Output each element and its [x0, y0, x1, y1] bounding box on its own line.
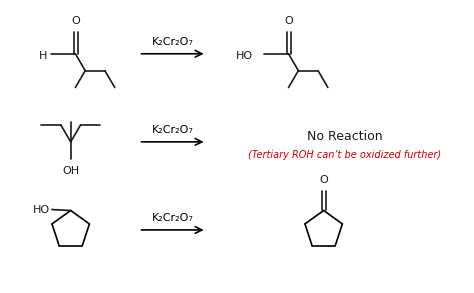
Text: HO: HO — [33, 205, 50, 214]
Text: No Reaction: No Reaction — [307, 130, 383, 143]
Text: O: O — [72, 16, 80, 26]
Text: K₂Cr₂O₇: K₂Cr₂O₇ — [152, 125, 193, 135]
Text: HO: HO — [236, 51, 254, 61]
Text: K₂Cr₂O₇: K₂Cr₂O₇ — [152, 213, 193, 223]
Text: K₂Cr₂O₇: K₂Cr₂O₇ — [152, 37, 193, 47]
Text: (Tertiary ROH can’t be oxidized further): (Tertiary ROH can’t be oxidized further) — [248, 150, 441, 160]
Text: OH: OH — [62, 166, 79, 176]
Text: H: H — [39, 51, 47, 61]
Text: O: O — [284, 16, 293, 26]
Text: O: O — [319, 175, 328, 185]
